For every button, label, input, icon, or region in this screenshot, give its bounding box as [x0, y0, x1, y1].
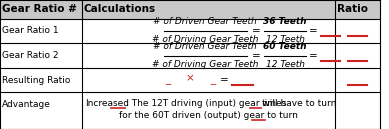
Text: Gear Ratio #: Gear Ratio #	[2, 4, 77, 14]
Text: =: =	[309, 51, 318, 61]
Bar	[0, 0, 82, 19]
Text: # of Driven Gear Teeth: # of Driven Gear Teeth	[154, 42, 257, 51]
Text: times: times	[262, 99, 287, 108]
Text: Resulting Ratio: Resulting Ratio	[2, 76, 70, 85]
Text: _: _	[165, 75, 170, 85]
Text: # of Driving Gear Teeth: # of Driving Gear Teeth	[152, 60, 259, 69]
Text: ×: ×	[186, 73, 194, 83]
Text: 12 Teeth: 12 Teeth	[266, 60, 305, 69]
Bar	[82, 0, 335, 19]
Text: # of Driving Gear Teeth: # of Driving Gear Teeth	[152, 35, 259, 45]
Text: =: =	[220, 75, 229, 85]
Text: 60 Teeth: 60 Teeth	[263, 42, 307, 51]
Bar	[335, 0, 380, 19]
Text: =: =	[252, 51, 261, 61]
Text: Calculations: Calculations	[84, 4, 156, 14]
Text: _: _	[210, 75, 216, 85]
Text: =: =	[309, 26, 318, 36]
Text: : The 12T driving (input) gear will have to turn: : The 12T driving (input) gear will have…	[126, 99, 336, 108]
Text: Gear Ratio 1: Gear Ratio 1	[2, 26, 58, 35]
Text: Gear Ratio 2: Gear Ratio 2	[2, 51, 58, 60]
Text: 36 Teeth: 36 Teeth	[263, 17, 307, 26]
Text: 12 Teeth: 12 Teeth	[266, 35, 305, 45]
Text: =: =	[252, 26, 261, 36]
Text: # of Driven Gear Teeth: # of Driven Gear Teeth	[154, 17, 257, 26]
Text: Increased: Increased	[85, 99, 129, 108]
Text: Advantage: Advantage	[2, 100, 51, 109]
Text: Ratio: Ratio	[336, 4, 368, 14]
Text: for the 60T driven (output) gear to turn: for the 60T driven (output) gear to turn	[119, 111, 298, 120]
